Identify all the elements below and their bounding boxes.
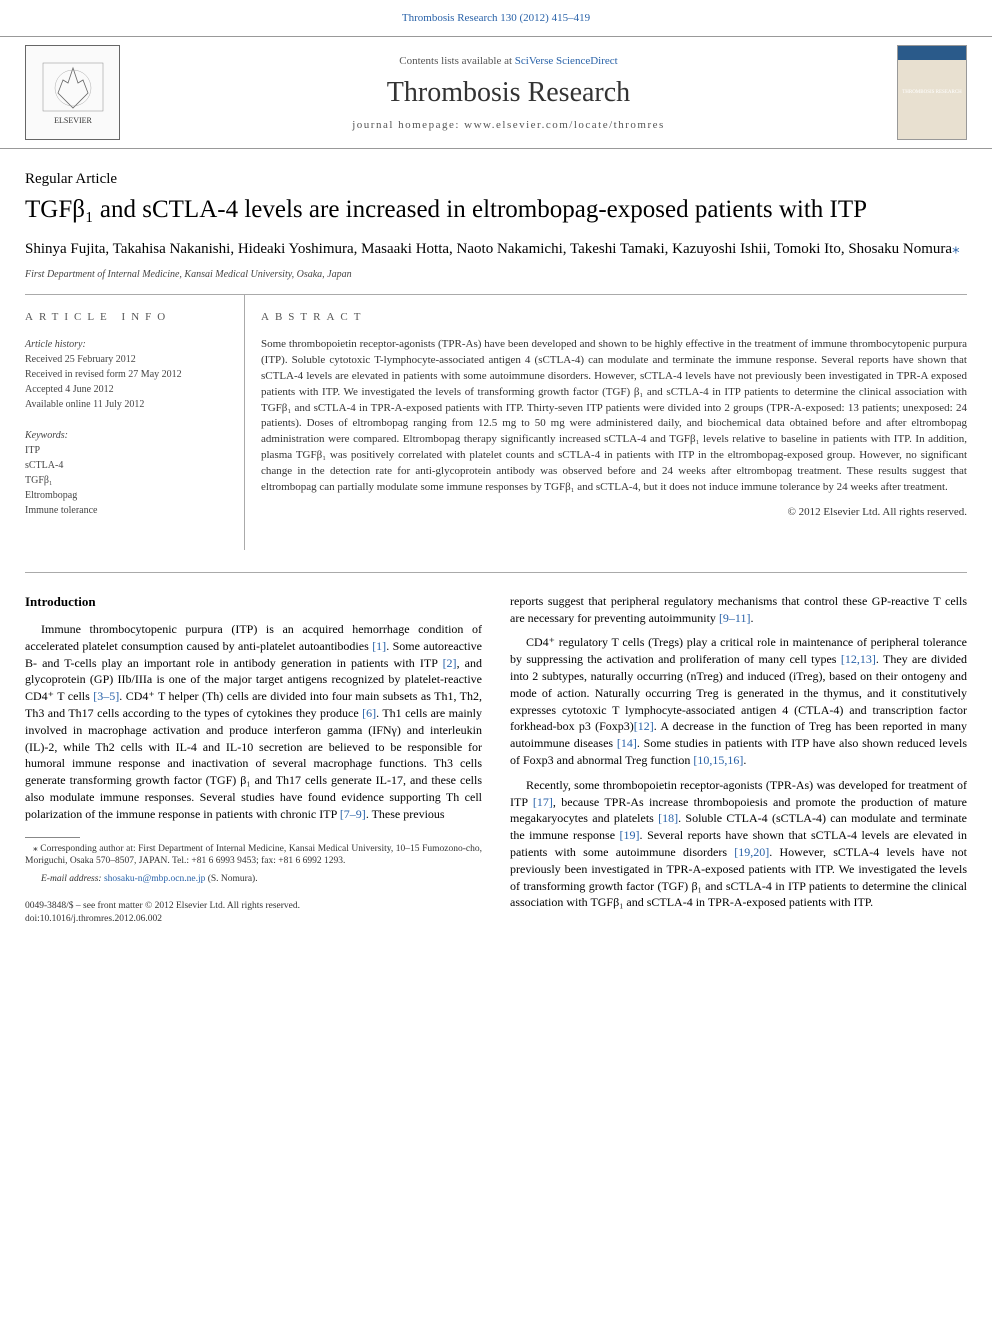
citation-link[interactable]: [1]: [372, 639, 386, 653]
introduction-heading: Introduction: [25, 593, 482, 611]
citation-link[interactable]: [14]: [617, 736, 637, 750]
intro-continuation: reports suggest that peripheral regulato…: [510, 593, 967, 627]
corresponding-marker: ⁎: [952, 241, 960, 257]
journal-homepage-line: journal homepage: www.elsevier.com/locat…: [120, 119, 897, 131]
intro-paragraph-2: CD4⁺ regulatory T cells (Tregs) play a c…: [510, 634, 967, 768]
issn-line: 0049-3848/$ – see front matter © 2012 El…: [25, 900, 482, 913]
keyword-item: ITP: [25, 443, 230, 458]
authors-list: Shinya Fujita, Takahisa Nakanishi, Hidea…: [25, 239, 967, 259]
email-link[interactable]: shosaku-n@mbp.ocn.ne.jp: [104, 874, 205, 884]
cover-label: THROMBOSIS RESEARCH: [902, 90, 962, 95]
intro-paragraph-3: Recently, some thrombopoietin receptor-a…: [510, 777, 967, 911]
keywords-header: Keywords:: [25, 428, 230, 443]
homepage-url[interactable]: www.elsevier.com/locate/thromres: [464, 119, 665, 131]
homepage-prefix: journal homepage:: [352, 119, 464, 131]
corresponding-author-footnote: ⁎ Corresponding author at: First Departm…: [25, 843, 482, 869]
keyword-item: TGFβ₁: [25, 473, 230, 488]
email-label: E-mail address:: [41, 874, 104, 884]
contents-available-line: Contents lists available at SciVerse Sci…: [120, 55, 897, 67]
citation-link[interactable]: [2]: [443, 656, 457, 670]
info-abstract-row: ARTICLE INFO Article history: Received 2…: [25, 294, 967, 550]
citation-link[interactable]: [12,13]: [841, 652, 876, 666]
citation-link[interactable]: [6]: [362, 706, 376, 720]
article-info-label: ARTICLE INFO: [25, 311, 230, 323]
authors-text: Shinya Fujita, Takahisa Nakanishi, Hidea…: [25, 241, 952, 257]
journal-header-bar: ELSEVIER Contents lists available at Sci…: [0, 36, 992, 149]
citation-link[interactable]: [12]: [634, 719, 654, 733]
citation-link[interactable]: [10,15,16]: [693, 753, 743, 767]
abstract-column: ABSTRACT Some thrombopoietin receptor-ag…: [245, 295, 967, 550]
article-info-column: ARTICLE INFO Article history: Received 2…: [25, 295, 245, 550]
intro-paragraph-1: Immune thrombocytopenic purpura (ITP) is…: [25, 621, 482, 823]
journal-citation-header: Thrombosis Research 130 (2012) 415–419: [0, 0, 992, 36]
history-item: Received in revised form 27 May 2012: [25, 367, 230, 382]
citation-link[interactable]: [19,20]: [734, 845, 769, 859]
email-footnote: E-mail address: shosaku-n@mbp.ocn.ne.jp …: [25, 873, 482, 886]
sciencedirect-link[interactable]: SciVerse ScienceDirect: [515, 55, 618, 67]
history-item: Received 25 February 2012: [25, 352, 230, 367]
keywords-block: Keywords: ITP sCTLA-4 TGFβ₁ Eltrombopag …: [25, 428, 230, 518]
citation-link[interactable]: [9–11]: [719, 611, 751, 625]
contents-prefix: Contents lists available at: [399, 55, 514, 67]
left-column: Introduction Immune thrombocytopenic pur…: [25, 593, 482, 926]
main-content: Regular Article TGFβ₁ and sCTLA-4 levels…: [0, 171, 992, 926]
citation-link[interactable]: [17]: [533, 795, 553, 809]
keyword-item: Immune tolerance: [25, 503, 230, 518]
journal-name: Thrombosis Research: [120, 77, 897, 109]
history-item: Available online 11 July 2012: [25, 397, 230, 412]
affiliation: First Department of Internal Medicine, K…: [25, 269, 967, 280]
article-history-block: Article history: Received 25 February 20…: [25, 337, 230, 412]
email-suffix: (S. Nomura).: [205, 874, 257, 884]
journal-cover-thumbnail: THROMBOSIS RESEARCH: [897, 45, 967, 140]
abstract-text: Some thrombopoietin receptor-agonists (T…: [261, 337, 967, 496]
body-two-columns: Introduction Immune thrombocytopenic pur…: [25, 572, 967, 926]
header-center: Contents lists available at SciVerse Sci…: [120, 55, 897, 131]
doi-line: doi:10.1016/j.thromres.2012.06.002: [25, 913, 482, 926]
keyword-item: sCTLA-4: [25, 458, 230, 473]
abstract-label: ABSTRACT: [261, 311, 967, 323]
article-title: TGFβ₁ and sCTLA-4 levels are increased i…: [25, 194, 967, 227]
citation-link[interactable]: [3–5]: [93, 689, 119, 703]
citation-link[interactable]: [19]: [620, 828, 640, 842]
footnote-separator: [25, 837, 80, 838]
article-type: Regular Article: [25, 171, 967, 188]
elsevier-logo: ELSEVIER: [25, 45, 120, 140]
keyword-item: Eltrombopag: [25, 488, 230, 503]
abstract-copyright: © 2012 Elsevier Ltd. All rights reserved…: [261, 506, 967, 518]
svg-text:ELSEVIER: ELSEVIER: [54, 116, 92, 125]
doi-block: 0049-3848/$ – see front matter © 2012 El…: [25, 900, 482, 926]
right-column: reports suggest that peripheral regulato…: [510, 593, 967, 926]
citation-link[interactable]: [7–9]: [340, 807, 366, 821]
citation-link[interactable]: [18]: [658, 811, 678, 825]
history-header: Article history:: [25, 337, 230, 352]
history-item: Accepted 4 June 2012: [25, 382, 230, 397]
